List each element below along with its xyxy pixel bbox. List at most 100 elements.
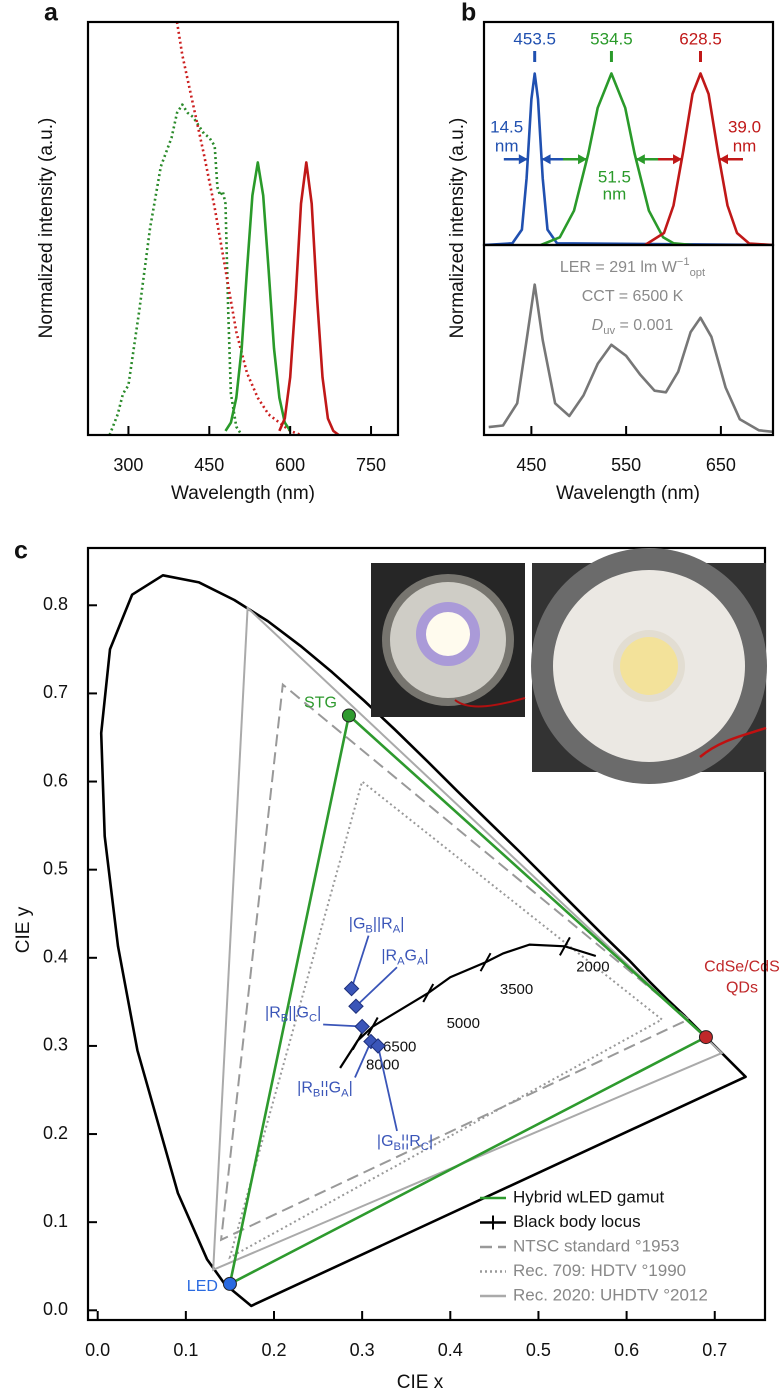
sample-point bbox=[370, 1038, 386, 1054]
rich-text: |RB||GC| bbox=[265, 1005, 321, 1025]
text-part: B bbox=[394, 1141, 401, 1153]
x-tick-label: 0.6 bbox=[614, 1340, 639, 1360]
text-part: |R bbox=[297, 1080, 313, 1097]
fwhm-label: 51.5 bbox=[598, 167, 631, 186]
x-tick-label: 550 bbox=[611, 455, 641, 475]
series-line bbox=[484, 72, 773, 245]
fwhm-arrow-head bbox=[541, 154, 551, 165]
peak-label: 534.5 bbox=[590, 29, 633, 48]
text-part: C bbox=[309, 1012, 317, 1024]
x-axis-label: Wavelength (nm) bbox=[171, 483, 315, 504]
plot-area bbox=[484, 72, 773, 245]
spectral-locus bbox=[99, 574, 747, 1308]
y-tick-label: 0.7 bbox=[43, 682, 68, 702]
fwhm-arrow-head bbox=[635, 154, 645, 165]
rich-text: |GB¦¦RC| bbox=[377, 1133, 433, 1153]
x-axis-label: CIE x bbox=[397, 1372, 444, 1393]
y-tick-label: 0.4 bbox=[43, 947, 68, 967]
text-part: −1 bbox=[677, 256, 690, 268]
series-line bbox=[224, 161, 292, 432]
photo-wire bbox=[454, 697, 526, 708]
gamut-triangle bbox=[228, 712, 709, 1287]
sample-leader bbox=[377, 1045, 398, 1132]
x-tick-label: 600 bbox=[275, 455, 305, 475]
x-tick-label: 0.3 bbox=[350, 1340, 375, 1360]
x-tick-label: 300 bbox=[113, 455, 143, 475]
blackbody-tick bbox=[366, 1017, 379, 1037]
plot-area bbox=[488, 283, 773, 434]
x-tick-label: 0.5 bbox=[526, 1340, 551, 1360]
blackbody-tick bbox=[422, 983, 435, 1003]
sample-leader bbox=[350, 935, 370, 989]
y-axis-label: CIE y bbox=[13, 906, 34, 953]
peak-label: 628.5 bbox=[679, 29, 722, 48]
temperature-label: 6500 bbox=[383, 1039, 416, 1056]
y-axis-label: Normalized intensity (a.u.) bbox=[36, 118, 57, 339]
blackbody-tick bbox=[479, 952, 492, 972]
y-tick-label: 0.3 bbox=[43, 1035, 68, 1055]
sample-leader bbox=[354, 1041, 372, 1078]
rich-text: |RB¦¦GA| bbox=[297, 1080, 353, 1100]
fwhm-arrow-head bbox=[718, 154, 728, 165]
photo-wire bbox=[699, 726, 767, 758]
photo-insets bbox=[371, 548, 767, 784]
gamut-triangle bbox=[228, 779, 664, 1260]
text-part: A bbox=[417, 955, 425, 967]
text-part: CCT = 6500 K bbox=[582, 288, 684, 305]
text-part: ¦¦R bbox=[401, 1133, 421, 1150]
plot-frame bbox=[482, 243, 775, 437]
fwhm-arrow-head bbox=[518, 154, 528, 165]
primary-label: QDs bbox=[726, 979, 758, 996]
legend-label: Rec. 709: HDTV °1990 bbox=[513, 1261, 686, 1280]
y-tick-label: 0.8 bbox=[43, 594, 68, 614]
rich-text: LER = 291 lm W−1opt bbox=[560, 256, 706, 279]
primary-label: STG bbox=[304, 695, 337, 712]
x-tick-label: 0.2 bbox=[261, 1340, 286, 1360]
text-part: |R bbox=[381, 947, 397, 964]
primary-point bbox=[341, 708, 356, 723]
x-tick-label: 0.7 bbox=[702, 1340, 727, 1360]
legend-label: Hybrid wLED gamut bbox=[513, 1187, 664, 1206]
y-tick-label: 0.5 bbox=[43, 858, 68, 878]
temperature-label: 3500 bbox=[500, 981, 533, 998]
panel-label: a bbox=[44, 0, 59, 27]
y-axis-label: Normalized intensity (a.u.) bbox=[447, 118, 468, 339]
primary-label: CdSe/CdS bbox=[704, 958, 780, 975]
fwhm-unit: nm bbox=[495, 136, 519, 155]
y-tick-label: 0.2 bbox=[43, 1123, 68, 1143]
legend-label: Black body locus bbox=[513, 1212, 641, 1231]
plot-area bbox=[99, 574, 747, 1308]
text-part: B bbox=[281, 1012, 288, 1024]
panel-label: c bbox=[14, 537, 28, 565]
text-part: G bbox=[405, 947, 417, 964]
text-part: | bbox=[424, 947, 428, 964]
primary-point bbox=[698, 1030, 713, 1045]
rich-text: |RAGA| bbox=[381, 947, 428, 967]
text-part: LER = 291 lm W bbox=[560, 259, 678, 276]
text-part: |G bbox=[349, 916, 366, 933]
x-tick-label: 0.1 bbox=[173, 1340, 198, 1360]
rich-text: Duv = 0.001 bbox=[592, 317, 674, 337]
text-part: A bbox=[397, 955, 405, 967]
fwhm-unit: nm bbox=[733, 136, 757, 155]
rich-text: |GB||RA| bbox=[349, 916, 405, 936]
x-tick-label: 450 bbox=[516, 455, 546, 475]
text-part: B bbox=[313, 1087, 320, 1099]
fwhm-arrow-head bbox=[673, 154, 683, 165]
gamut-triangle bbox=[219, 682, 691, 1242]
photo-emitter bbox=[620, 637, 678, 695]
x-tick-label: 0.4 bbox=[438, 1340, 463, 1360]
panel-label: b bbox=[461, 0, 476, 27]
text-part: ¦¦G bbox=[320, 1080, 341, 1097]
text-part: | bbox=[400, 916, 404, 933]
sample-point bbox=[354, 1018, 370, 1035]
x-tick-label: 750 bbox=[356, 455, 386, 475]
text-part: |G bbox=[377, 1133, 394, 1150]
text-part: ||G bbox=[288, 1005, 309, 1022]
series-line bbox=[488, 283, 773, 434]
text-part: A bbox=[341, 1087, 349, 1099]
primary-label: LED bbox=[187, 1278, 218, 1295]
legend-label: Rec. 2020: UHDTV °2012 bbox=[513, 1285, 708, 1304]
